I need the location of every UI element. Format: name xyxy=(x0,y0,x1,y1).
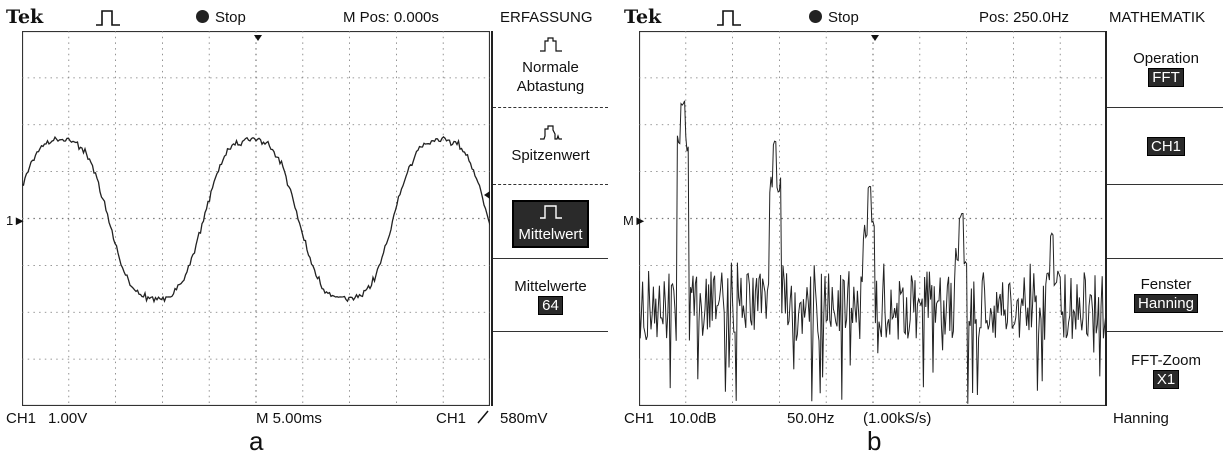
operation-value: FFT xyxy=(1148,68,1184,87)
position-readout: M Pos: 0.000s xyxy=(343,9,439,26)
volts-per-div: 1.00V xyxy=(48,410,88,427)
status-bar-a: Tek Stop M Pos: 0.000s ERFASSUNG xyxy=(0,6,606,30)
peak-detect-icon xyxy=(539,125,562,140)
window-value: Hanning xyxy=(1134,294,1198,313)
menu-average-count[interactable]: Mittelwerte 64 xyxy=(514,278,587,315)
window-readout: Hanning xyxy=(1113,410,1169,427)
menu-normal-sampling[interactable]: Normale Abtastung xyxy=(493,37,608,96)
average-mode-icon xyxy=(539,205,562,219)
position-readout: Pos: 250.0Hz xyxy=(979,9,1070,26)
channel-label: CH1 xyxy=(6,410,37,427)
menu-operation[interactable]: Operation FFT xyxy=(1133,50,1199,87)
acquire-menu: Normale Abtastung Spitzenwert Mittelwert… xyxy=(491,31,608,406)
zoom-value: X1 xyxy=(1152,370,1180,389)
pulse-icon xyxy=(716,9,742,31)
math-menu: Operation FFT CH1 Fenster Hanning FFT-Zo… xyxy=(1105,31,1223,406)
sample-rate: (1.00kS/s) xyxy=(863,410,932,427)
figure-caption-a: a xyxy=(249,426,264,456)
average-count-value: 64 xyxy=(538,296,563,315)
readout-bar-a: CH1 1.00V M 5.00ms CH1 580mV xyxy=(0,408,606,428)
run-state: Stop xyxy=(809,9,859,26)
channel-label: CH1 xyxy=(624,410,655,427)
math-marker: M► xyxy=(623,213,647,228)
fft-display-b xyxy=(639,31,1107,406)
brand-logo: Tek xyxy=(624,6,662,28)
hz-per-div: 50.0Hz xyxy=(787,410,835,427)
menu-source[interactable]: CH1 xyxy=(1107,137,1223,156)
oscilloscope-panel-b: Tek Stop Pos: 250.0Hz MATHEMATIK M► Oper… xyxy=(617,0,1223,454)
menu-title: ERFASSUNG xyxy=(500,9,593,26)
trigger-position-marker xyxy=(254,35,262,41)
readout-bar-b: CH1 10.0dB 50.0Hz (1.00kS/s) Hanning xyxy=(617,408,1223,428)
source-value: CH1 xyxy=(1146,137,1185,156)
trigger-level: 580mV xyxy=(500,410,548,427)
time-per-div: M 5.00ms xyxy=(256,410,322,427)
menu-fft-zoom[interactable]: FFT-Zoom X1 xyxy=(1131,352,1201,389)
menu-window[interactable]: Fenster Hanning xyxy=(1107,275,1223,313)
stop-icon xyxy=(809,10,822,23)
waveform-trace xyxy=(22,135,490,304)
trigger-level-marker xyxy=(484,191,490,199)
graticule xyxy=(22,31,490,406)
status-bar-b: Tek Stop Pos: 250.0Hz MATHEMATIK xyxy=(617,6,1223,30)
brand-logo: Tek xyxy=(6,6,44,28)
menu-peak-detect[interactable]: Spitzenwert xyxy=(493,125,608,165)
waveform-display-a xyxy=(22,31,490,406)
stop-icon xyxy=(196,10,209,23)
trigger-position-marker xyxy=(871,35,879,41)
pulse-icon xyxy=(95,9,121,31)
channel-marker: 1► xyxy=(6,213,27,228)
db-per-div: 10.0dB xyxy=(669,410,717,427)
figure-caption-b: b xyxy=(867,426,882,456)
menu-title: MATHEMATIK xyxy=(1109,9,1206,26)
sample-mode-icon xyxy=(539,37,562,52)
trigger-channel: CH1 xyxy=(436,410,467,427)
oscilloscope-panel-a: Tek Stop M Pos: 0.000s ERFASSUNG 1► Norm… xyxy=(0,0,608,454)
fft-spectrum-trace xyxy=(639,100,1107,404)
menu-average[interactable]: Mittelwert xyxy=(493,200,608,248)
run-state: Stop xyxy=(196,9,246,26)
rising-edge-icon xyxy=(476,410,490,428)
